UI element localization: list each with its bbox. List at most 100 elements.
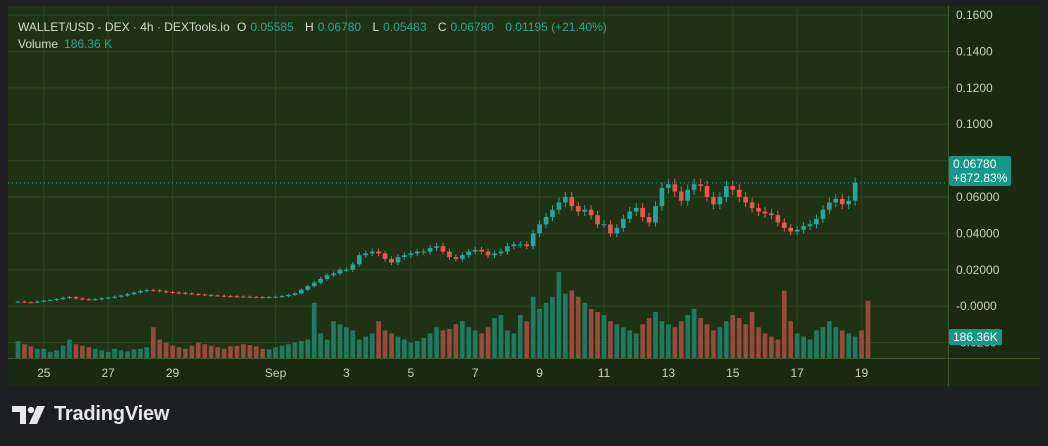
candle-body [92, 299, 98, 301]
volume-bar [608, 321, 613, 358]
volume-bar [453, 324, 459, 358]
volume-bar [47, 351, 53, 358]
volume-bar [814, 330, 819, 358]
candle-body [537, 224, 542, 234]
candle-body [640, 207, 645, 218]
volume-bar [859, 330, 864, 358]
volume-bar [292, 342, 298, 358]
candle-body [344, 269, 349, 271]
volume-bar [92, 348, 98, 358]
last-price-value: 0.06780 [953, 157, 997, 171]
volume-bar [788, 321, 794, 358]
candle-body [47, 299, 53, 301]
volume-bar [331, 321, 336, 358]
candle-body [421, 251, 426, 253]
candle-body [807, 224, 813, 227]
volume-bar [620, 327, 626, 358]
volume-bar [736, 318, 742, 358]
time-tick-label: 29 [166, 366, 180, 380]
candle-body [524, 244, 530, 247]
change-value: 0.01195 (+21.40%) [505, 20, 607, 34]
candle-body [788, 227, 794, 232]
volume-bar [266, 349, 272, 358]
volume-bar [479, 333, 484, 358]
candle-body [331, 273, 336, 276]
candle-body [485, 251, 491, 256]
time-tick-label: Sep [265, 366, 287, 380]
candle-body [839, 198, 845, 205]
symbol-label: WALLET/USD - DEX · 4h · DEXTools.io [18, 20, 230, 34]
volume-bar [215, 347, 220, 358]
candle-body [241, 296, 246, 298]
candle-body [730, 186, 736, 190]
volume-bar [324, 339, 330, 358]
price-tick-label: 0.02000 [956, 263, 1000, 277]
volume-bar [460, 321, 465, 358]
volume-bar [150, 327, 156, 358]
candle-body [260, 297, 266, 299]
candle-body [769, 213, 774, 216]
price-tick-label: 0.1000 [956, 117, 993, 131]
volume-bar [833, 327, 839, 358]
volume-label: Volume [18, 37, 59, 51]
candle-body [22, 301, 27, 303]
volume-bar [402, 339, 407, 358]
volume-bar [228, 346, 233, 358]
candle-body [620, 218, 626, 228]
volume-bar [253, 346, 259, 358]
volume-bar [633, 333, 639, 358]
candle-body [749, 202, 755, 208]
volume-bar [807, 339, 813, 358]
price-tick-label: 0.1200 [956, 81, 993, 95]
candle-body [376, 251, 381, 254]
candle-body [99, 298, 105, 300]
volume-bar [846, 333, 851, 358]
candle-body [292, 293, 298, 295]
volume-bar [756, 327, 761, 358]
volume-bar [511, 333, 517, 358]
volume-bar [389, 333, 394, 358]
volume-bar [183, 348, 188, 358]
time-tick-label: 15 [726, 366, 740, 380]
candle-body [247, 296, 253, 298]
volume-bar [659, 321, 665, 358]
candle-body [646, 217, 652, 223]
volume-bar [54, 350, 59, 358]
volume-bar [356, 339, 362, 358]
candle-body [852, 182, 858, 201]
candle-body [588, 209, 594, 216]
brand-name: TradingView [54, 403, 170, 425]
volume-bar [575, 296, 581, 358]
volume-bar [125, 351, 130, 358]
volume-bar [99, 350, 105, 358]
volume-bar [582, 302, 587, 358]
volume-bar [640, 324, 645, 358]
open-value: 0.05585 [250, 20, 294, 34]
plot-area[interactable]: 0.16000.14000.12000.10000.080000.060000.… [8, 6, 1040, 386]
time-tick-label: 27 [101, 366, 115, 380]
candle-body [775, 215, 781, 223]
volume-bar [440, 330, 446, 358]
volume-bar [414, 341, 420, 358]
candle-body [530, 233, 536, 247]
candle-body [717, 197, 723, 205]
candle-body [505, 246, 510, 252]
volume-bar [524, 321, 530, 358]
candle-body [356, 255, 362, 265]
candle-body [54, 299, 59, 301]
candle-body [286, 294, 291, 297]
candle-body [498, 251, 504, 254]
volume-bar [80, 345, 85, 358]
candle-body [118, 295, 124, 297]
candle-body [543, 217, 549, 225]
candle-body [627, 211, 633, 219]
candle-body [743, 197, 748, 203]
volume-bar [794, 333, 800, 358]
volume-bar [569, 290, 575, 358]
volume-bar [67, 339, 72, 358]
candle-body [427, 247, 433, 252]
tradingview-logo[interactable]: TradingView [12, 403, 169, 426]
volume-bar [176, 347, 182, 358]
volume-value: 186.36 K [64, 37, 113, 51]
candle-body [86, 299, 92, 301]
